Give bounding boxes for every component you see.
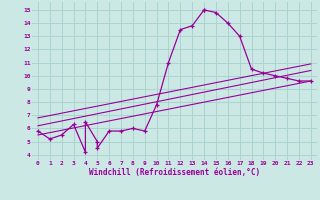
X-axis label: Windchill (Refroidissement éolien,°C): Windchill (Refroidissement éolien,°C)	[89, 168, 260, 177]
